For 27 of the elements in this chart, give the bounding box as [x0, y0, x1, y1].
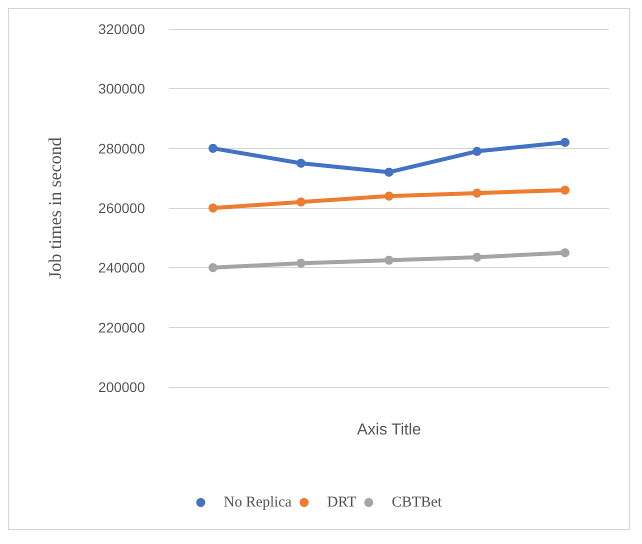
- point: [296, 198, 306, 207]
- point: [472, 146, 482, 156]
- point: [560, 138, 570, 147]
- point: [384, 168, 394, 177]
- point: [296, 258, 306, 268]
- point: [560, 248, 570, 258]
- x-axis-title: Axis Title: [356, 422, 422, 438]
- point: [208, 204, 218, 212]
- y-tick-label: 300000: [98, 80, 146, 97]
- point: [472, 252, 482, 262]
- point: [560, 186, 570, 195]
- point: [208, 144, 218, 153]
- legend-label: CBTBet: [392, 494, 443, 510]
- point: [472, 188, 482, 198]
- point: [208, 263, 218, 272]
- point: [384, 256, 394, 265]
- y-tick-label: 280000: [98, 140, 146, 156]
- y-tick-label: 220000: [98, 319, 146, 336]
- y-tick-label: 200000: [98, 379, 146, 395]
- y-tick-label: 260000: [98, 200, 146, 216]
- point: [296, 158, 306, 168]
- legend-label: DRT: [327, 494, 356, 510]
- y-axis-title: Job times in second: [45, 137, 65, 279]
- y-tick-label: 320000: [98, 21, 146, 37]
- legend-label: No Replica: [224, 494, 292, 510]
- y-tick-label: 240000: [98, 260, 146, 276]
- point: [384, 192, 394, 201]
